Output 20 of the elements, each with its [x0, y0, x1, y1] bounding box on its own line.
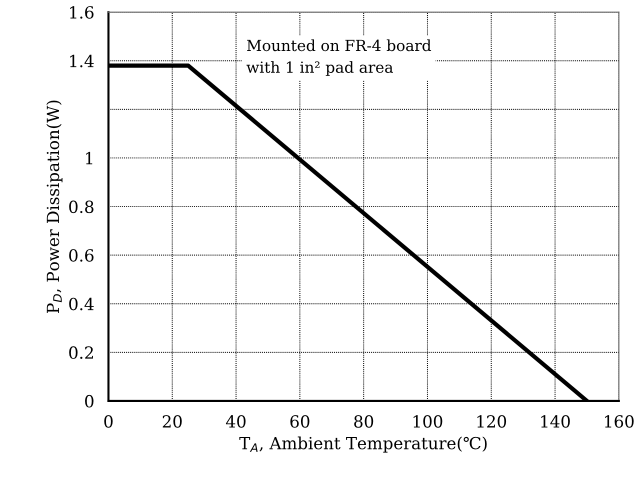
y-tick-label: 0.2 — [69, 346, 93, 359]
y-axis-title: P$_{D}$, Power Dissipation(W) — [46, 100, 62, 314]
x-tick-label: 120 — [477, 415, 506, 428]
x-tick-label: 140 — [541, 415, 570, 428]
x-tick-label: 100 — [414, 415, 442, 428]
x-tick-label: 40 — [226, 415, 246, 428]
annotation: Mounted on FR-4 board with 1 in² pad area — [246, 39, 432, 76]
x-tick-label: 60 — [290, 415, 310, 428]
x-tick-label: 20 — [162, 415, 182, 428]
y-tick-label: 0 — [85, 394, 94, 408]
y-tick-label: 1.4 — [70, 54, 94, 68]
y-tick-label: 1.6 — [70, 6, 94, 19]
y-tick-label: 0.4 — [69, 298, 94, 310]
x-axis-title: T$_{A}$, Ambient Temperature(℃) — [239, 436, 487, 453]
y-tick-label: 0.6 — [69, 249, 94, 262]
y-tick-label: 1 — [86, 152, 92, 164]
x-tick-label: 80 — [354, 415, 374, 428]
x-tick-label: 160 — [604, 415, 634, 428]
x-tick-label: 0 — [104, 415, 113, 428]
y-tick-label: 0.8 — [69, 200, 94, 214]
